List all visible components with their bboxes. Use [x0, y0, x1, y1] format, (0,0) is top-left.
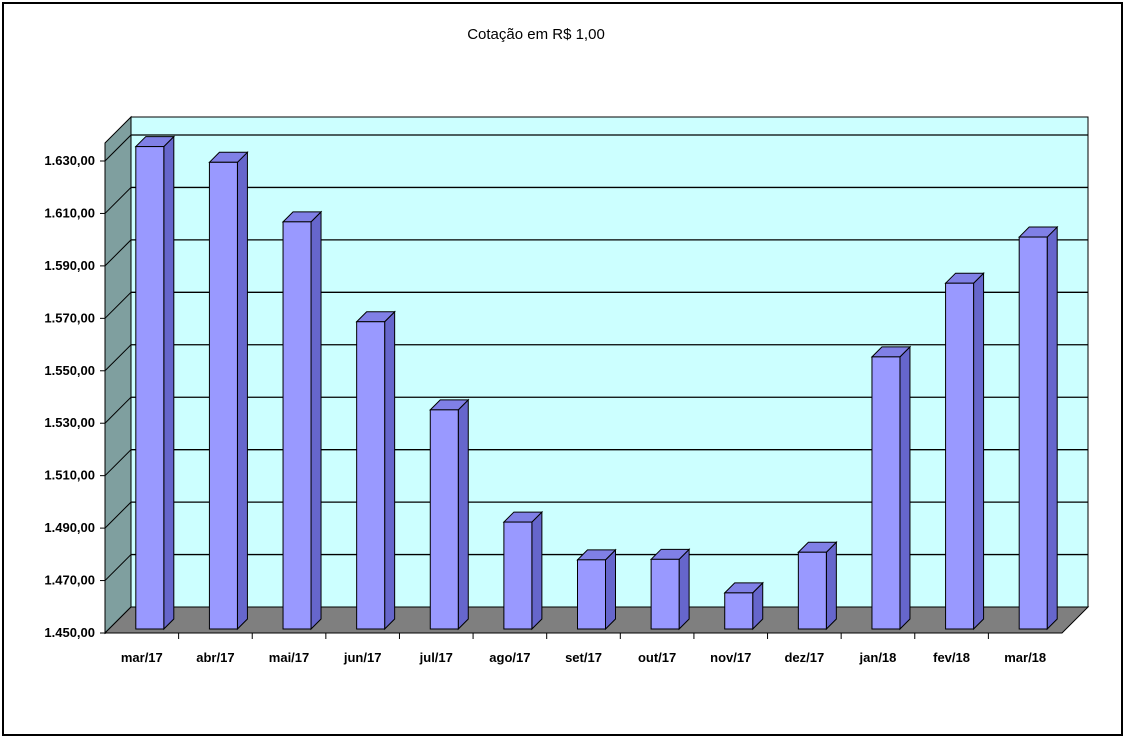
- gridline-side: [104, 239, 132, 267]
- bar: [208, 161, 238, 630]
- gridline-side: [104, 554, 132, 581]
- x-tick-label: jan/18: [859, 650, 897, 665]
- bar: [429, 409, 459, 630]
- y-tick-label: 1.510,00: [44, 468, 95, 483]
- gridline-side: [104, 396, 132, 424]
- bar-side: [973, 271, 985, 631]
- bar-side: [457, 398, 469, 631]
- bar-side: [678, 548, 690, 631]
- bar: [503, 521, 533, 630]
- x-tick-label: mar/18: [1004, 650, 1046, 665]
- bar-side: [531, 510, 543, 631]
- y-tick-label: 1.590,00: [44, 258, 95, 273]
- y-tick-label: 1.630,00: [44, 153, 95, 168]
- x-tick-label: mai/17: [269, 650, 309, 665]
- bar-side: [163, 135, 175, 631]
- gridline-side: [104, 134, 132, 162]
- x-tick-label: ago/17: [489, 650, 530, 665]
- back-wall: [130, 116, 1089, 608]
- gridline-side: [104, 449, 132, 477]
- bar: [577, 559, 606, 630]
- bar: [871, 356, 901, 630]
- y-tick-label: 1.610,00: [44, 205, 95, 220]
- bar-side: [899, 345, 911, 631]
- bar-side: [384, 310, 396, 631]
- bar: [135, 146, 165, 630]
- bar-side: [825, 541, 837, 631]
- x-tick-label: jul/17: [419, 650, 453, 665]
- y-tick-label: 1.490,00: [44, 520, 95, 535]
- y-axis-ticks: 1.450,00 1.470,00 1.490,00 1.510,00 1.530,00…: [44, 143, 106, 640]
- bar: [945, 282, 975, 630]
- gridline-side: [104, 501, 132, 529]
- bar-side: [1046, 225, 1058, 631]
- bar: [356, 321, 386, 630]
- y-tick-label: 1.450,00: [44, 625, 95, 640]
- bar: [650, 558, 680, 630]
- x-tick-label: fev/18: [933, 650, 970, 665]
- x-tick-label: nov/17: [710, 650, 751, 665]
- x-tick-label: out/17: [638, 650, 676, 665]
- side-wall: [104, 115, 132, 635]
- bar: [282, 221, 312, 630]
- chart-title: Cotação em R$ 1,00: [467, 26, 605, 43]
- bar-side: [605, 548, 616, 631]
- bar: [797, 551, 827, 630]
- bar-side: [310, 210, 322, 631]
- gridline-side: [104, 344, 132, 372]
- gridline-side: [104, 187, 132, 214]
- x-tick-label: abr/17: [196, 650, 234, 665]
- x-axis-ticks: mar/17 abr/17 mai/17 jun/17 jul/17 ago/17 set/…: [105, 632, 1062, 665]
- y-tick-label: 1.570,00: [44, 310, 95, 325]
- bars: [134, 135, 1059, 631]
- x-tick-label: dez/17: [784, 650, 824, 665]
- y-tick-label: 1.550,00: [44, 363, 95, 378]
- y-tick-label: 1.470,00: [44, 573, 95, 588]
- x-tick-label: mar/17: [121, 650, 163, 665]
- x-tick-label: jun/17: [343, 650, 382, 665]
- bar: [1018, 236, 1048, 630]
- bar-side: [236, 151, 248, 631]
- gridline-side: [104, 291, 132, 319]
- x-tick-label: set/17: [565, 650, 602, 665]
- y-tick-label: 1.530,00: [44, 415, 95, 430]
- bar: [724, 592, 754, 630]
